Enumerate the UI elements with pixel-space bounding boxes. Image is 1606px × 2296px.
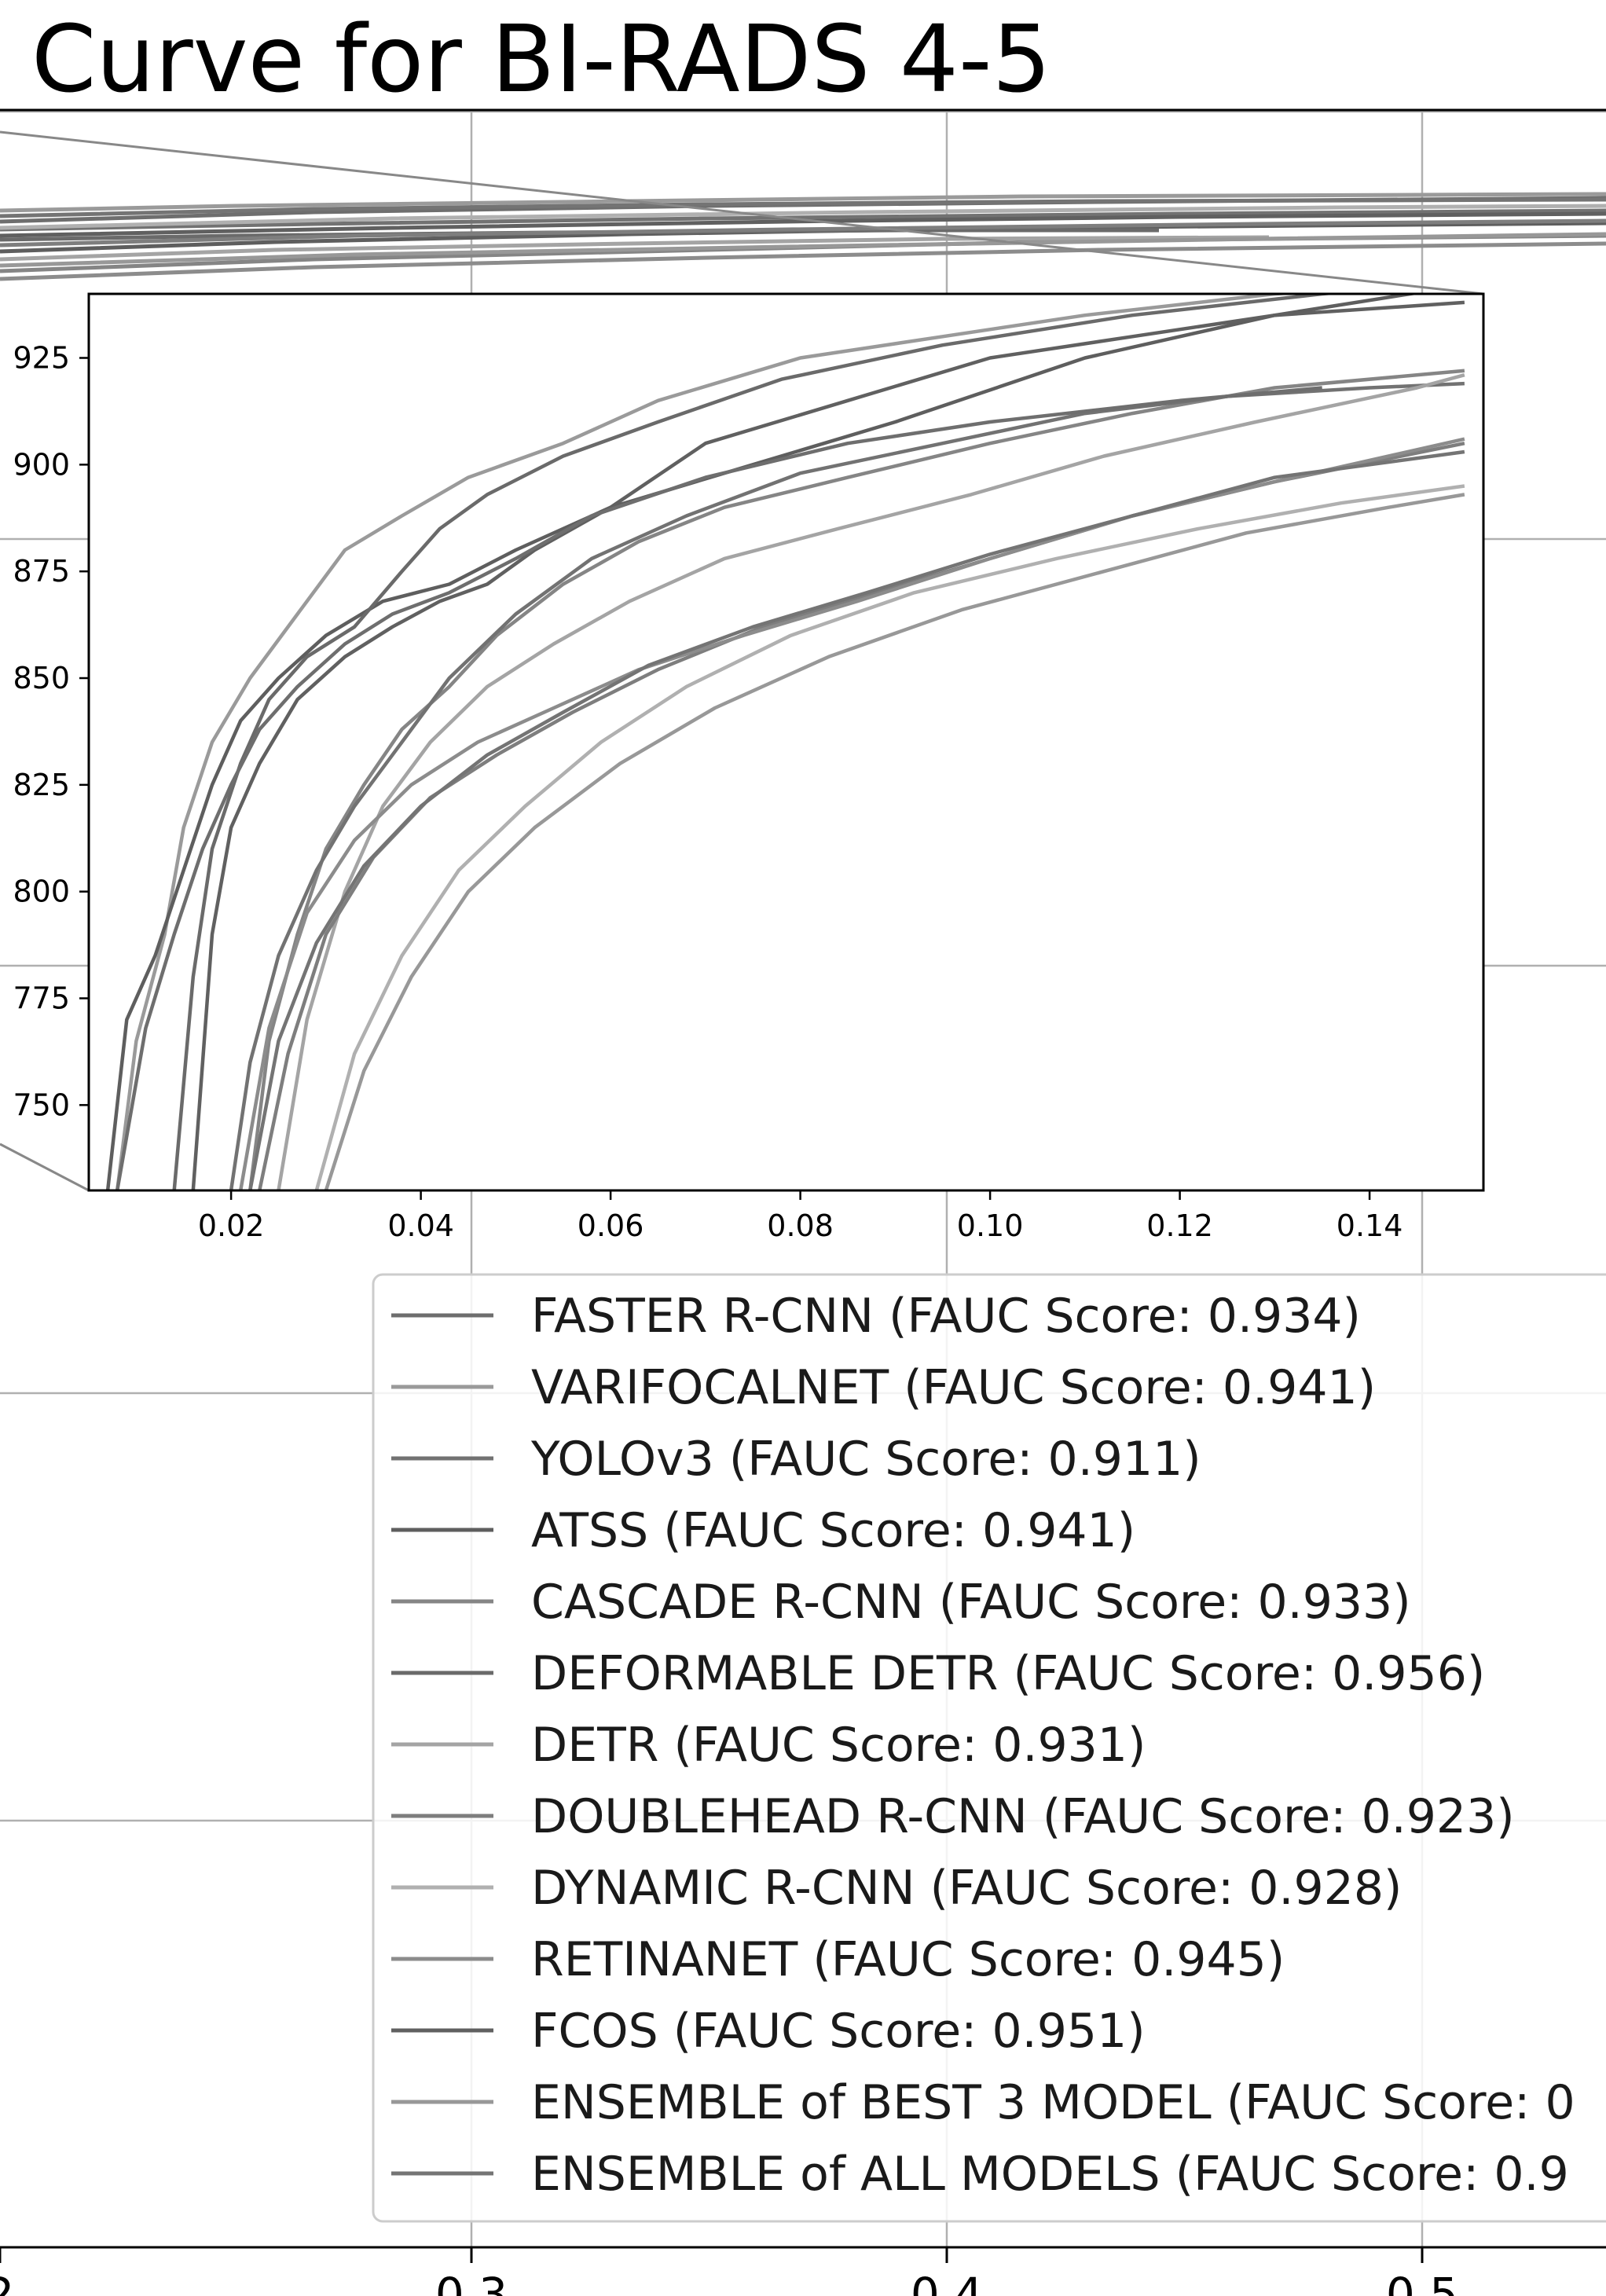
inset-zoom-chart: 0.02 0.04 0.06 0.08 0.10 0.12 0.14 925 900 875 850… xyxy=(13,292,1485,1243)
legend-entry-label: DETR (FAUC Score: 0.931) xyxy=(531,1718,1146,1773)
inset-x-tick-label: 0.02 xyxy=(198,1209,265,1243)
chart-title: Curve for BI-RADS 4-5 xyxy=(31,5,1051,113)
legend-entry-label: FASTER R-CNN (FAUC Score: 0.934) xyxy=(531,1289,1361,1344)
inset-series-line xyxy=(115,386,1322,1190)
legend-entry-label: DYNAMIC R-CNN (FAUC Score: 0.928) xyxy=(531,1861,1402,1916)
inset-x-tick-label: 0.06 xyxy=(578,1209,644,1243)
inset-frame xyxy=(87,292,1485,1192)
inset-plot-lines xyxy=(105,294,1465,1190)
inset-series-line xyxy=(248,449,1465,1190)
inset-series-line xyxy=(314,484,1465,1190)
legend-entry-label: ATSS (FAUC Score: 0.941) xyxy=(531,1503,1135,1558)
inset-x-tick-label: 0.04 xyxy=(387,1209,454,1243)
main-x-ticks: 2 0.3 0.4 0.5 xyxy=(0,2247,1458,2296)
main-x-tick-label: 2 xyxy=(0,2268,14,2296)
main-plot-lines xyxy=(0,192,1606,281)
legend-entry-label: CASCADE R-CNN (FAUC Score: 0.933) xyxy=(531,1575,1411,1630)
main-curve-line xyxy=(0,211,1606,238)
inset-x-tick-label: 0.10 xyxy=(957,1209,1024,1243)
legend-entry-label: ENSEMBLE of BEST 3 MODEL (FAUC Score: 0 xyxy=(531,2075,1575,2130)
zoom-connector-line xyxy=(0,1142,90,1192)
main-curve-line xyxy=(0,204,1606,230)
inset-series-line xyxy=(277,373,1465,1190)
inset-x-tick-label: 0.12 xyxy=(1146,1209,1213,1243)
legend-entry-label: DEFORMABLE DETR (FAUC Score: 0.956) xyxy=(531,1646,1485,1701)
main-curve-line xyxy=(0,208,1606,232)
legend-entry-label: VARIFOCALNET (FAUC Score: 0.941) xyxy=(531,1360,1376,1415)
inset-y-tick-label: 800 xyxy=(13,875,70,909)
legend: FASTER R-CNN (FAUC Score: 0.934) VARIFOCA… xyxy=(372,1273,1606,2223)
inset-series-line xyxy=(172,294,1342,1190)
main-x-tick-label: 0.3 xyxy=(435,2268,508,2296)
inset-series-line xyxy=(324,493,1465,1190)
main-curve-line xyxy=(0,241,1606,281)
inset-series-line xyxy=(115,294,1301,1190)
inset-x-tick-label: 0.08 xyxy=(767,1209,834,1243)
main-x-tick-label: 0.5 xyxy=(1386,2268,1458,2296)
inset-y-tick-label: 925 xyxy=(13,341,70,376)
legend-entry-label: FCOS (FAUC Score: 0.951) xyxy=(531,2004,1146,2059)
inset-y-tick-label: 900 xyxy=(13,447,70,482)
inset-series-line xyxy=(105,294,1422,1190)
inset-y-tick-label: 875 xyxy=(13,554,70,589)
main-curve-line xyxy=(0,197,1606,218)
inset-background xyxy=(89,294,1483,1190)
zoom-connector-line xyxy=(0,130,1484,295)
inset-series-line xyxy=(191,300,1465,1190)
legend-box xyxy=(372,1273,1606,2223)
inset-y-tick-label: 825 xyxy=(13,768,70,802)
main-curve-line xyxy=(0,232,1606,268)
inset-y-tick-label: 775 xyxy=(13,981,70,1016)
inset-y-tick-label: 850 xyxy=(13,661,70,695)
legend-entry-label: DOUBLEHEAD R-CNN (FAUC Score: 0.923) xyxy=(531,1789,1515,1844)
inset-y-tick-label: 750 xyxy=(13,1087,70,1122)
main-x-tick-label: 0.4 xyxy=(911,2268,983,2296)
legend-entry-label: YOLOv3 (FAUC Score: 0.911) xyxy=(530,1432,1201,1487)
inset-x-tick-label: 0.14 xyxy=(1336,1209,1403,1243)
main-curve-line xyxy=(0,235,1270,262)
main-curve-line xyxy=(0,218,1606,248)
zoom-connector-lines xyxy=(0,130,1484,1192)
legend-entry-label: RETINANET (FAUC Score: 0.945) xyxy=(531,1932,1285,1987)
inset-series-line xyxy=(248,369,1465,1190)
legend-entry-label: ENSEMBLE of ALL MODELS (FAUC Score: 0.9 xyxy=(531,2147,1569,2202)
